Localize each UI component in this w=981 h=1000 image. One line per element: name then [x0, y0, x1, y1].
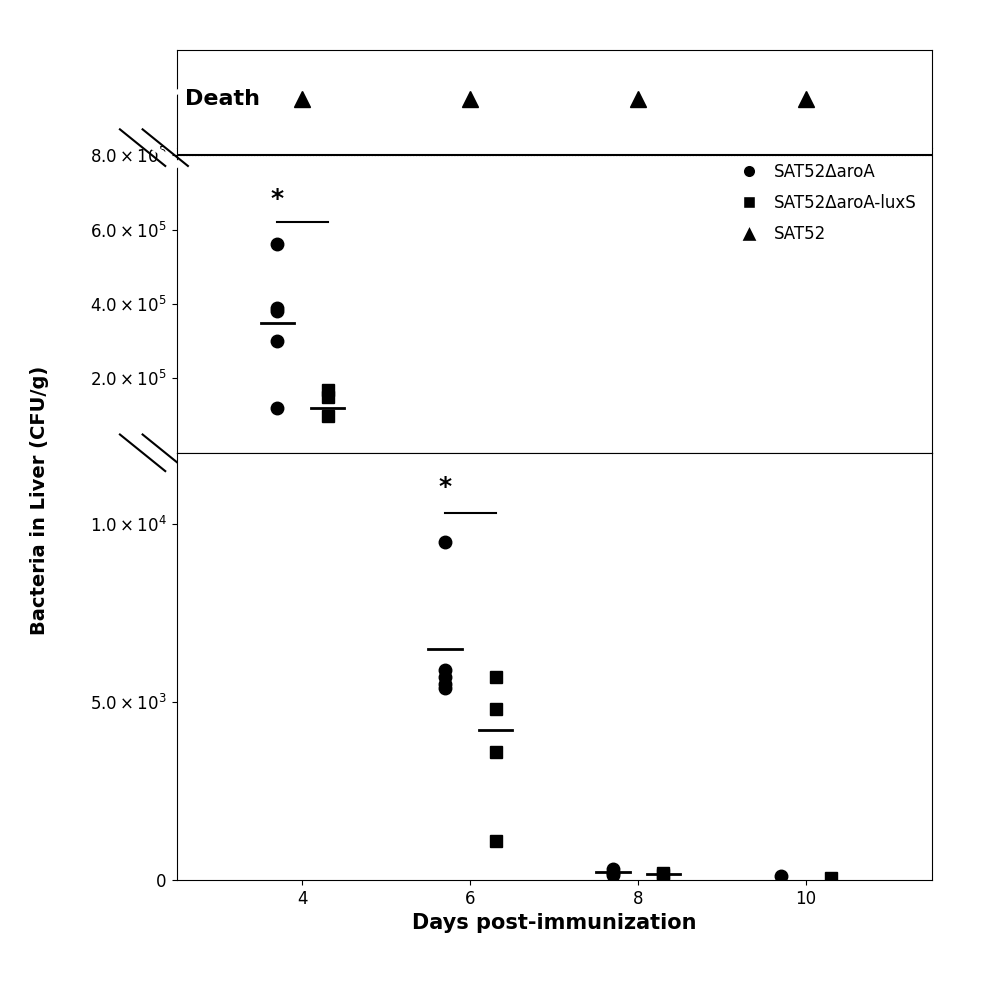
Text: Bacteria in Liver (CFU/g): Bacteria in Liver (CFU/g) [29, 365, 49, 635]
Text: Death: Death [185, 89, 260, 109]
Text: *: * [439, 475, 451, 499]
X-axis label: Days post-immunization: Days post-immunization [412, 913, 697, 933]
Legend: SAT52ΔaroA, SAT52ΔaroA-luxS, SAT52: SAT52ΔaroA, SAT52ΔaroA-luxS, SAT52 [726, 156, 924, 250]
Text: *: * [271, 187, 284, 211]
